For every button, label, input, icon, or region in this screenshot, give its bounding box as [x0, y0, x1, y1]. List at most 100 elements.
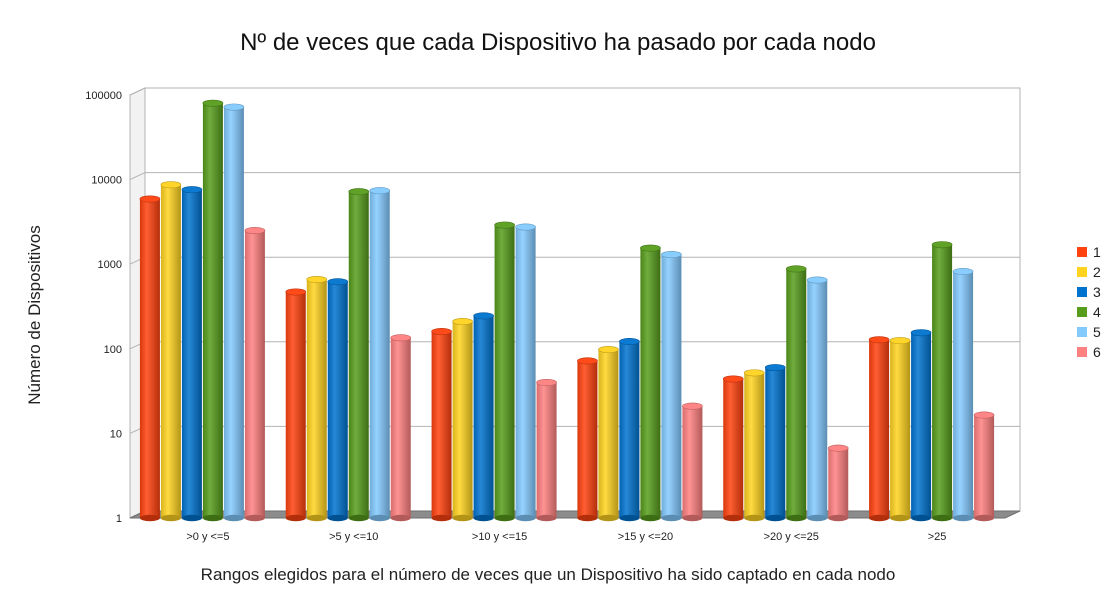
bar-top — [160, 181, 182, 189]
bar-body — [181, 189, 202, 518]
bar-top — [764, 364, 786, 372]
bar-body — [536, 382, 557, 518]
bar — [743, 369, 765, 522]
bar-top — [827, 444, 849, 452]
bar-base — [890, 514, 911, 522]
bar-base — [160, 514, 181, 522]
bar-base — [515, 514, 536, 522]
bar-body — [494, 225, 515, 519]
legend-label: 5 — [1093, 324, 1101, 340]
y-axis-title: Número de Dispositivos — [25, 225, 44, 405]
bar-body — [661, 254, 682, 518]
bar-base — [786, 514, 807, 522]
x-tick-label: >10 y <=15 — [472, 531, 527, 543]
bar — [868, 336, 890, 522]
x-tick-label: >15 y <=20 — [618, 531, 673, 543]
bar-body — [452, 321, 473, 518]
bar — [306, 275, 328, 522]
bar-body — [828, 448, 849, 518]
bar — [285, 288, 307, 522]
bar-top — [431, 328, 452, 336]
bar-body — [869, 339, 890, 518]
bar-base — [202, 514, 223, 522]
bar-base — [828, 514, 849, 522]
bar-body — [953, 271, 974, 518]
bar-top — [181, 186, 203, 194]
bar — [952, 267, 974, 522]
bar-body — [723, 378, 744, 518]
bar — [139, 195, 161, 522]
bar-top — [348, 188, 370, 196]
bar-body — [598, 349, 619, 518]
bar — [181, 186, 203, 522]
bar-top — [390, 334, 412, 342]
bar-top — [577, 357, 598, 365]
bar-base — [369, 514, 390, 522]
bar-top — [244, 227, 266, 235]
bar-base — [807, 514, 828, 522]
bar-top — [785, 265, 807, 273]
bar — [640, 244, 661, 522]
bar-base — [619, 514, 640, 522]
bar-base — [869, 514, 890, 522]
bar — [764, 364, 786, 522]
bar-base — [640, 514, 661, 522]
bar-base — [348, 514, 369, 522]
bar-body — [744, 372, 765, 518]
bar — [827, 444, 849, 522]
y-tick-label: 1000 — [98, 259, 122, 271]
bars-group: >0 y <=5 >5 y <=10 >10 y <=15 >15 y <=20 >20… — [139, 99, 995, 543]
bar — [160, 181, 182, 522]
bar-body — [932, 244, 953, 518]
bar-base — [765, 514, 786, 522]
bar-base — [953, 514, 974, 522]
bar-base — [536, 514, 557, 522]
bar-top — [452, 318, 473, 326]
bar-body — [348, 191, 369, 518]
bar — [202, 99, 224, 522]
bar — [515, 223, 536, 522]
bar-body — [640, 248, 661, 518]
legend-item: 2 — [1077, 264, 1101, 280]
bar-base — [744, 514, 765, 522]
bar — [619, 337, 640, 522]
bar-base — [494, 514, 515, 522]
bar — [598, 346, 619, 522]
bar-top — [661, 251, 682, 259]
y-tick-label: 10 — [110, 428, 122, 440]
x-tick-label: >20 y <=25 — [764, 531, 819, 543]
bar-top — [682, 402, 703, 410]
bar-body — [765, 367, 786, 518]
bar-top — [952, 267, 974, 275]
legend-label: 6 — [1093, 344, 1101, 360]
bar-base — [932, 514, 953, 522]
bar — [494, 221, 515, 522]
bar-top — [868, 336, 890, 344]
bar — [452, 318, 473, 522]
bar-body — [431, 331, 452, 518]
bar-top — [473, 312, 494, 320]
bar-top — [722, 375, 744, 383]
bar-top — [889, 337, 911, 345]
gridline-side — [129, 172, 146, 181]
legend-label: 3 — [1093, 284, 1101, 300]
bar-top — [598, 346, 619, 354]
bar-base — [390, 514, 411, 522]
bar-top — [619, 337, 640, 345]
bar-body — [160, 184, 181, 518]
bar-body — [327, 281, 348, 518]
legend-swatch — [1077, 347, 1087, 357]
bar — [390, 334, 412, 522]
bar-body — [974, 415, 995, 518]
bar — [473, 312, 494, 522]
bar-top — [973, 411, 995, 419]
bar-top — [327, 278, 349, 286]
bar — [973, 411, 995, 522]
bar — [785, 265, 807, 522]
bar-base — [223, 514, 244, 522]
bar-base — [139, 514, 160, 522]
bar-body — [807, 280, 828, 518]
bar-base — [661, 514, 682, 522]
